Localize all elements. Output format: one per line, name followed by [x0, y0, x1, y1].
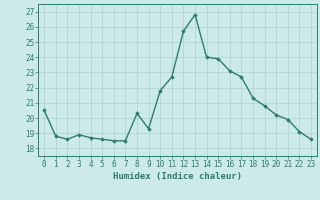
- X-axis label: Humidex (Indice chaleur): Humidex (Indice chaleur): [113, 172, 242, 181]
